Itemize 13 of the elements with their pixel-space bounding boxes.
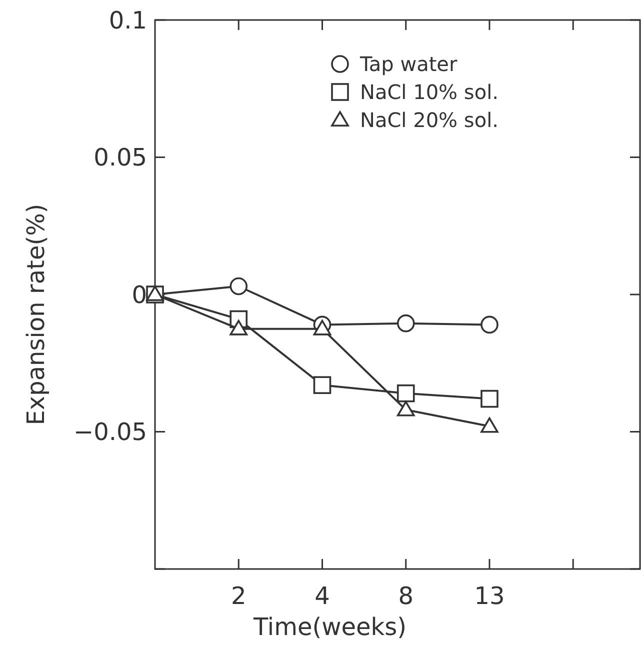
y-tick-label: 0.1 [108, 6, 147, 34]
x-tick-label: 13 [474, 582, 505, 610]
legend-label: NaCl 10% sol. [360, 80, 498, 104]
y-tick-label: −0.05 [73, 418, 147, 446]
y-axis-title: Expansion rate(%) [22, 204, 50, 426]
y-tick-label: 0.05 [94, 144, 147, 172]
y-tick-label: 0 [132, 280, 147, 309]
x-axis-title: Time(weeks) [252, 613, 407, 641]
legend-label: Tap water [359, 52, 458, 76]
x-tick-label: 2 [230, 582, 246, 610]
legend-label: NaCl 20% sol. [360, 108, 498, 132]
x-tick-label: 8 [398, 582, 414, 610]
x-tick-label: 4 [314, 582, 330, 610]
